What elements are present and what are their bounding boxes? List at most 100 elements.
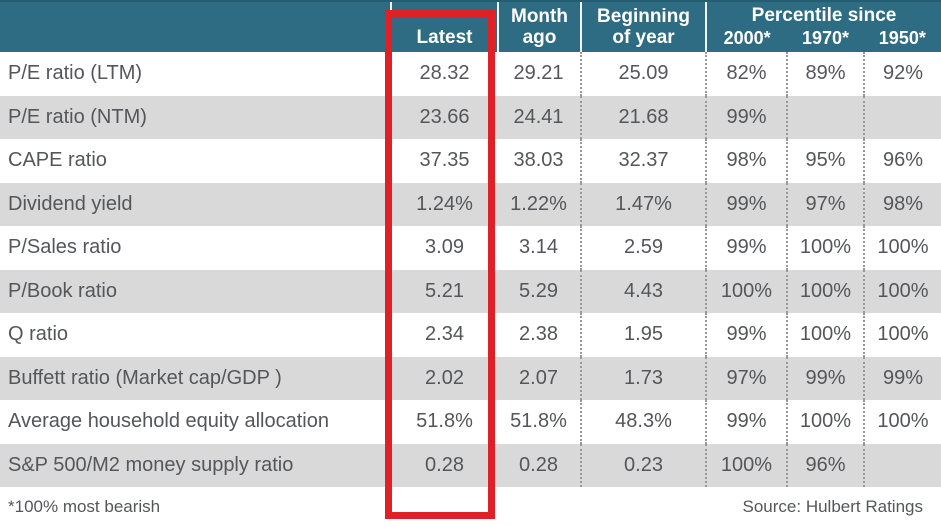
row-label: S&P 500/M2 money supply ratio — [8, 453, 294, 476]
value-beginning-of-year: 1.73 — [580, 356, 705, 400]
value-beginning-of-year: 2.59 — [580, 226, 705, 270]
value-pct-2000: 97% — [705, 356, 786, 400]
value-beginning-of-year: 4.43 — [580, 269, 705, 313]
footnote: *100% most bearish — [8, 497, 161, 516]
table-row: S&P 500/M2 money supply ratio 0.28 0.28 0.2… — [0, 443, 941, 487]
table-footer: *100% most bearish Source: Hulbert Ratin… — [0, 487, 941, 527]
value-month-ago: 24.41 — [513, 105, 564, 128]
value-pct-2000: 99% — [705, 182, 786, 226]
row-label: Average household equity allocation — [8, 410, 329, 433]
value-pct-2000: 100% — [705, 269, 786, 313]
value-pct-1970: 95% — [786, 139, 863, 183]
value-latest: 2.34 — [390, 313, 497, 357]
value-pct-2000: 99% — [705, 226, 786, 270]
value-pct-1950: 98% — [863, 182, 941, 226]
header-label-spacer — [0, 2, 390, 52]
value-latest: 3.09 — [390, 226, 497, 270]
value-pct-1950: 100% — [863, 226, 941, 270]
value-month-ago: 1.22% — [510, 192, 567, 215]
header-percentile-2000: 2000* — [723, 28, 771, 48]
value-pct-1970: 97% — [786, 182, 863, 226]
value-pct-1970: 96% — [786, 443, 863, 487]
header-month-ago-line1: Month — [511, 6, 568, 27]
header-percentile-1950: 1950* — [878, 28, 926, 48]
value-pct-1950: 92% — [863, 52, 941, 96]
value-month-ago: 2.07 — [519, 366, 558, 389]
value-pct-1970 — [786, 95, 863, 139]
value-latest: 28.32 — [390, 52, 497, 96]
value-pct-1950: 100% — [863, 313, 941, 357]
value-month-ago: 51.8% — [510, 410, 567, 433]
value-pct-1950: 100% — [863, 400, 941, 444]
row-label: CAPE ratio — [8, 149, 107, 172]
value-beginning-of-year: 32.37 — [580, 139, 705, 183]
value-pct-2000: 99% — [705, 95, 786, 139]
value-month-ago: 3.14 — [519, 236, 558, 259]
table-row: P/E ratio (NTM) 23.66 24.41 21.68 99% — [0, 95, 941, 139]
table-row: Average household equity allocation 51.8%… — [0, 400, 941, 444]
value-pct-1950 — [863, 443, 941, 487]
header-percentile-1970: 1970* — [801, 28, 850, 48]
row-label: P/Sales ratio — [8, 236, 122, 259]
header-month-ago: Month ago — [497, 2, 580, 52]
value-beginning-of-year: 21.68 — [580, 95, 705, 139]
value-pct-1950: 99% — [863, 356, 941, 400]
header-latest-label: Latest — [416, 27, 473, 48]
value-latest: 1.24% — [390, 182, 497, 226]
value-pct-1970: 100% — [786, 400, 863, 444]
value-beginning-of-year: 0.23 — [580, 443, 705, 487]
value-latest: 37.35 — [390, 139, 497, 183]
value-pct-1970: 100% — [786, 313, 863, 357]
table-row: P/Sales ratio 3.09 3.14 2.59 99% 100% 100% — [0, 226, 941, 270]
table-row: CAPE ratio 37.35 38.03 32.37 98% 95% 96% — [0, 139, 941, 183]
header-latest: Latest — [390, 2, 497, 52]
header-beginning-line2: of year — [612, 27, 675, 48]
header-percentile-subrow: 2000* 1970* 1950* — [707, 27, 941, 49]
row-label: P/E ratio (NTM) — [8, 105, 147, 128]
table-row: P/Book ratio 5.21 5.29 4.43 100% 100% 100% — [0, 269, 941, 313]
value-month-ago: 2.38 — [519, 323, 558, 346]
value-pct-1950 — [863, 95, 941, 139]
table-header: Latest Month ago Beginning of year Perce… — [0, 0, 941, 52]
table-row: P/E ratio (LTM) 28.32 29.21 25.09 82% 89% 92% — [0, 52, 941, 96]
header-month-ago-line2: ago — [522, 27, 557, 48]
header-beginning-line1: Beginning — [597, 6, 690, 27]
value-beginning-of-year: 25.09 — [580, 52, 705, 96]
value-latest: 51.8% — [390, 400, 497, 444]
value-month-ago: 5.29 — [519, 279, 558, 302]
value-pct-1970: 99% — [786, 356, 863, 400]
value-beginning-of-year: 48.3% — [580, 400, 705, 444]
row-label: P/E ratio (LTM) — [8, 62, 143, 85]
row-label: Buffett ratio (Market cap/GDP ) — [8, 366, 282, 389]
value-pct-2000: 98% — [705, 139, 786, 183]
value-pct-2000: 99% — [705, 313, 786, 357]
value-pct-2000: 82% — [705, 52, 786, 96]
row-label: Q ratio — [8, 323, 69, 346]
header-percentile-group: Percentile since 2000* 1970* 1950* — [705, 2, 941, 52]
value-month-ago: 38.03 — [513, 149, 564, 172]
header-beginning-of-year: Beginning of year — [580, 2, 705, 52]
table-row: Buffett ratio (Market cap/GDP ) 2.02 2.07 1… — [0, 356, 941, 400]
row-label: Dividend yield — [8, 192, 133, 215]
value-latest: 23.66 — [390, 95, 497, 139]
header-percentile-title: Percentile since — [751, 5, 897, 26]
value-pct-1970: 89% — [786, 52, 863, 96]
value-pct-1950: 100% — [863, 269, 941, 313]
value-pct-1950: 96% — [863, 139, 941, 183]
table-row: Dividend yield 1.24% 1.22% 1.47% 99% 97% 98% — [0, 182, 941, 226]
value-pct-2000: 100% — [705, 443, 786, 487]
value-month-ago: 0.28 — [519, 453, 558, 476]
value-beginning-of-year: 1.95 — [580, 313, 705, 357]
table-body: P/E ratio (LTM) 28.32 29.21 25.09 82% 89% 92% P… — [0, 52, 941, 487]
value-latest: 0.28 — [390, 443, 497, 487]
value-pct-1970: 100% — [786, 269, 863, 313]
value-month-ago: 29.21 — [513, 62, 564, 85]
value-beginning-of-year: 1.47% — [580, 182, 705, 226]
value-latest: 2.02 — [390, 356, 497, 400]
table-row: Q ratio 2.34 2.38 1.95 99% 100% 100% — [0, 313, 941, 357]
value-pct-2000: 99% — [705, 400, 786, 444]
row-label: P/Book ratio — [8, 279, 117, 302]
value-latest: 5.21 — [390, 269, 497, 313]
value-pct-1970: 100% — [786, 226, 863, 270]
